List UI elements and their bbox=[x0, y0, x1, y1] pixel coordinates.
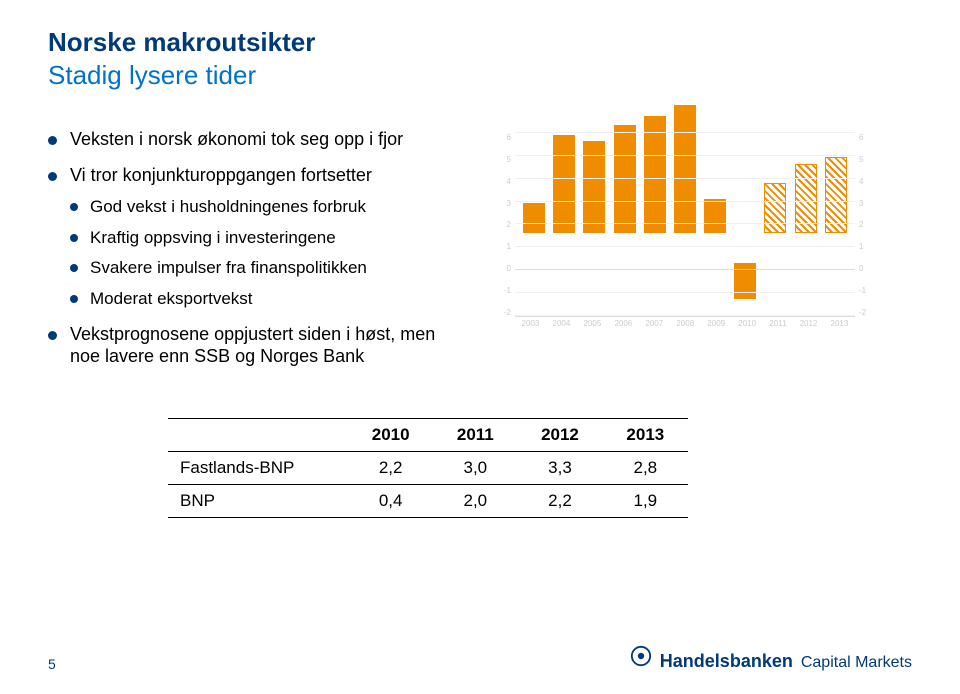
table-cell: 2,0 bbox=[433, 484, 517, 517]
bullet-item: Vekstprognosene oppjustert siden i høst,… bbox=[48, 324, 458, 368]
bullet-text: Vi tror konjunkturoppgangen fortsetter bbox=[70, 165, 372, 185]
bar bbox=[553, 135, 575, 233]
sub-bullet-item: Moderat eksportvekst bbox=[70, 289, 458, 310]
y-axis-left: 6 5 4 3 2 1 0 -1 -2 bbox=[487, 133, 511, 317]
header: Norske makroutsikter Stadig lysere tider bbox=[48, 28, 912, 91]
x-tick-label: 2013 bbox=[831, 319, 849, 333]
x-tick-label: 2011 bbox=[769, 319, 786, 333]
gridline bbox=[515, 246, 855, 247]
x-tick-label: 2004 bbox=[553, 319, 571, 333]
x-tick-label: 2012 bbox=[800, 319, 818, 333]
gridline bbox=[515, 223, 855, 224]
bar-chart: 6 5 4 3 2 1 0 -1 -2 6 5 4 3 2 1 0 -1 -2 2003 2004 2005 2006… bbox=[485, 129, 885, 382]
bullet-text: Vekstprognosene oppjustert siden i høst,… bbox=[70, 324, 435, 366]
table-cell: Fastlands-BNP bbox=[168, 451, 348, 484]
y-tick-label: -1 bbox=[859, 286, 883, 295]
slide-page: Norske makroutsikter Stadig lysere tider… bbox=[0, 0, 960, 694]
bar bbox=[825, 157, 847, 232]
table-row: BNP0,42,02,21,9 bbox=[168, 484, 688, 517]
y-tick-label: 2 bbox=[487, 220, 511, 229]
table-cell: BNP bbox=[168, 484, 348, 517]
y-tick-label: 0 bbox=[859, 264, 883, 273]
x-tick-label: 2009 bbox=[707, 319, 725, 333]
bullet-text: Veksten i norsk økonomi tok seg opp i fj… bbox=[70, 129, 403, 149]
gridline bbox=[515, 132, 855, 133]
table-header-row: 2010201120122013 bbox=[168, 418, 688, 451]
y-tick-label: 3 bbox=[859, 199, 883, 208]
table-cell: 3,0 bbox=[433, 451, 517, 484]
y-tick-label: 6 bbox=[487, 133, 511, 142]
x-tick-label: 2007 bbox=[645, 319, 663, 333]
brand-icon bbox=[630, 645, 652, 667]
bar bbox=[674, 105, 696, 233]
y-tick-label: 2 bbox=[859, 220, 883, 229]
y-tick-label: -2 bbox=[487, 308, 511, 317]
bar bbox=[644, 116, 666, 233]
table-cell: 2,2 bbox=[517, 484, 602, 517]
zero-line bbox=[515, 269, 855, 270]
y-tick-label: -1 bbox=[487, 286, 511, 295]
table-cell: 3,3 bbox=[517, 451, 602, 484]
bullet-list: Veksten i norsk økonomi tok seg opp i fj… bbox=[48, 129, 458, 368]
brand-main-text: Handelsbanken bbox=[660, 651, 793, 672]
y-axis-right: 6 5 4 3 2 1 0 -1 -2 bbox=[859, 133, 883, 317]
content-row: Veksten i norsk økonomi tok seg opp i fj… bbox=[48, 129, 912, 382]
table-header-cell bbox=[168, 418, 348, 451]
bullet-item: Veksten i norsk økonomi tok seg opp i fj… bbox=[48, 129, 458, 151]
sub-bullet-item: Kraftig oppsving i investeringene bbox=[70, 228, 458, 249]
x-tick-label: 2006 bbox=[614, 319, 632, 333]
y-tick-label: 5 bbox=[487, 155, 511, 164]
y-tick-label: 0 bbox=[487, 264, 511, 273]
bullet-column: Veksten i norsk økonomi tok seg opp i fj… bbox=[48, 129, 458, 382]
y-tick-label: 6 bbox=[859, 133, 883, 142]
bar bbox=[764, 183, 786, 233]
table-header-cell: 2013 bbox=[603, 418, 688, 451]
table-cell: 2,2 bbox=[348, 451, 433, 484]
x-tick-label: 2010 bbox=[738, 319, 756, 333]
sub-bullet-item: God vekst i husholdningenes forbruk bbox=[70, 197, 458, 218]
table-row: Fastlands-BNP2,23,03,32,8 bbox=[168, 451, 688, 484]
y-tick-label: 5 bbox=[859, 155, 883, 164]
gridline bbox=[515, 292, 855, 293]
table-body: Fastlands-BNP2,23,03,32,8BNP0,42,02,21,9 bbox=[168, 451, 688, 517]
y-tick-label: 1 bbox=[487, 242, 511, 251]
bar bbox=[704, 199, 726, 233]
forecast-table-wrap: 2010201120122013 Fastlands-BNP2,23,03,32… bbox=[168, 418, 688, 518]
brand-sub-text: Capital Markets bbox=[801, 654, 912, 672]
table-cell: 2,8 bbox=[603, 451, 688, 484]
y-tick-label: 3 bbox=[487, 199, 511, 208]
bar bbox=[523, 203, 545, 233]
sub-bullet-item: Svakere impulser fra finanspolitikken bbox=[70, 258, 458, 279]
y-tick-label: -2 bbox=[859, 308, 883, 317]
table-cell: 1,9 bbox=[603, 484, 688, 517]
plot-area bbox=[515, 133, 855, 317]
x-tick-label: 2005 bbox=[583, 319, 601, 333]
y-tick-label: 1 bbox=[859, 242, 883, 251]
table-header-cell: 2010 bbox=[348, 418, 433, 451]
bars-container bbox=[515, 133, 855, 316]
y-tick-label: 4 bbox=[487, 177, 511, 186]
x-tick-label: 2003 bbox=[522, 319, 540, 333]
x-tick-label: 2008 bbox=[676, 319, 694, 333]
table-header-cell: 2012 bbox=[517, 418, 602, 451]
page-number: 5 bbox=[48, 656, 56, 672]
table-header-cell: 2011 bbox=[433, 418, 517, 451]
gridline bbox=[515, 315, 855, 316]
sub-bullet-list: God vekst i husholdningenes forbruk Kraft… bbox=[70, 197, 458, 310]
forecast-table: 2010201120122013 Fastlands-BNP2,23,03,32… bbox=[168, 418, 688, 518]
x-axis: 2003 2004 2005 2006 2007 2008 2009 2010 2011 2012… bbox=[515, 319, 855, 333]
gridline bbox=[515, 155, 855, 156]
footer: 5 Handelsbanken Capital Markets bbox=[48, 645, 912, 672]
y-tick-label: 4 bbox=[859, 177, 883, 186]
chart-column: 6 5 4 3 2 1 0 -1 -2 6 5 4 3 2 1 0 -1 -2 2003 2004 2005 2006… bbox=[458, 129, 912, 382]
gridline bbox=[515, 178, 855, 179]
bar bbox=[614, 125, 636, 233]
bullet-item: Vi tror konjunkturoppgangen fortsetter Go… bbox=[48, 165, 458, 310]
page-subtitle: Stadig lysere tider bbox=[48, 60, 912, 91]
table-cell: 0,4 bbox=[348, 484, 433, 517]
gridline bbox=[515, 201, 855, 202]
page-title: Norske makroutsikter bbox=[48, 28, 912, 58]
chart-plot: 6 5 4 3 2 1 0 -1 -2 6 5 4 3 2 1 0 -1 -2 2003 2004 2005 2006… bbox=[485, 133, 885, 333]
brand-logo: Handelsbanken Capital Markets bbox=[630, 645, 912, 672]
